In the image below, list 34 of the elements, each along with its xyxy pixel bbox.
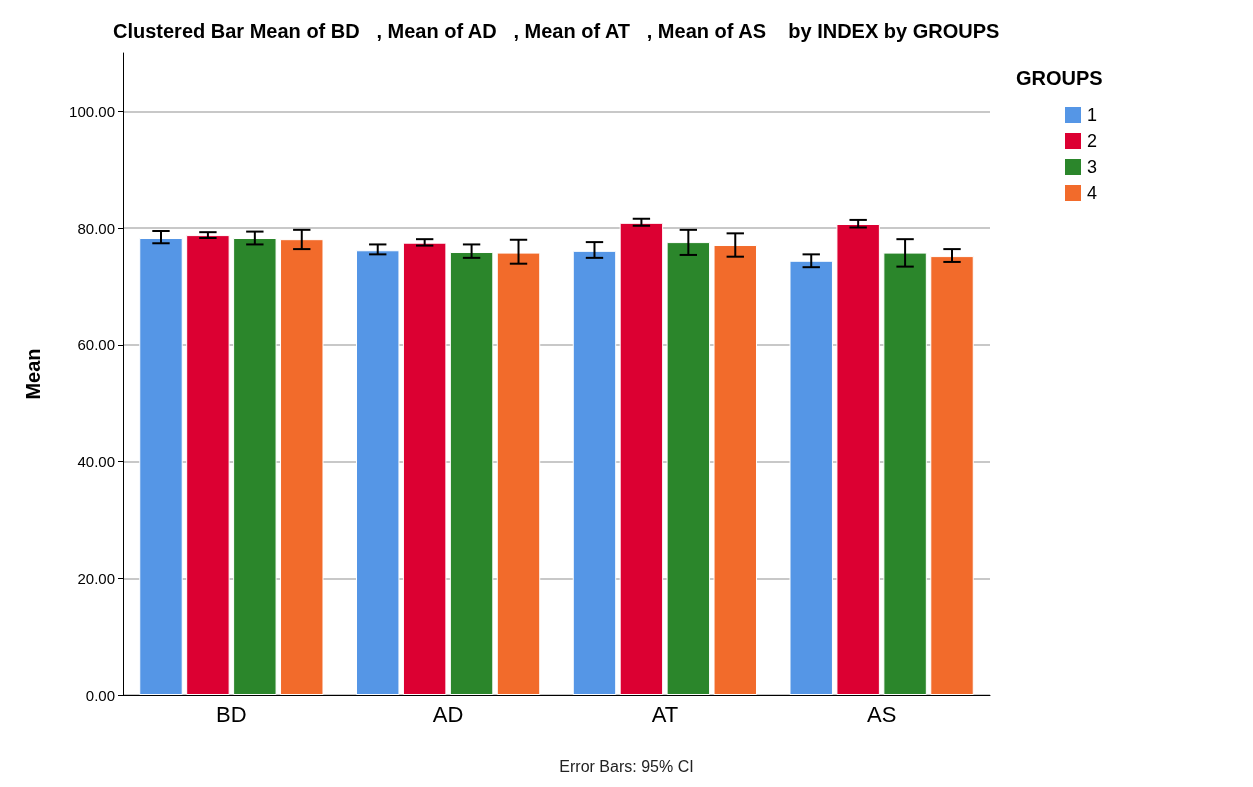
bar [619, 222, 664, 695]
y-tick-label: 60.00 [77, 336, 115, 354]
x-tick-label: AT [651, 701, 679, 727]
bar [186, 235, 230, 695]
bar [449, 252, 494, 695]
legend-label: 2 [1087, 131, 1098, 151]
y-axis-title: Mean [22, 348, 44, 400]
bar [280, 239, 324, 695]
legend-label: 3 [1087, 157, 1098, 177]
bar [883, 252, 927, 695]
legend-label: 1 [1087, 105, 1098, 125]
x-tick-label: AS [866, 701, 897, 727]
bar [233, 238, 277, 695]
bar [789, 260, 833, 695]
y-tick-label: 100.00 [69, 102, 115, 120]
legend-title: GROUPS [1016, 67, 1103, 89]
bar [139, 238, 183, 695]
bar [930, 256, 974, 695]
text: Error Bars: 95% CI [559, 757, 694, 775]
bar [572, 250, 617, 695]
y-tick-label: 40.00 [77, 453, 115, 471]
y-tick-label: 80.00 [77, 219, 115, 237]
bar [496, 252, 541, 695]
x-tick-label: BD [216, 701, 247, 727]
y-tick-label: 0.00 [85, 686, 115, 704]
bar [356, 250, 400, 695]
bar [713, 245, 757, 695]
x-tick-label: AD [432, 701, 464, 727]
bar [836, 224, 880, 695]
bar [666, 242, 711, 695]
legend-label: 4 [1087, 183, 1098, 203]
y-tick-label: 20.00 [77, 569, 115, 587]
chart-title: Clustered Bar Mean of BD , Mean of AD , Mean of AT , Mean of AS by INDEX by GROUPS [113, 20, 1000, 42]
bar [402, 242, 447, 695]
